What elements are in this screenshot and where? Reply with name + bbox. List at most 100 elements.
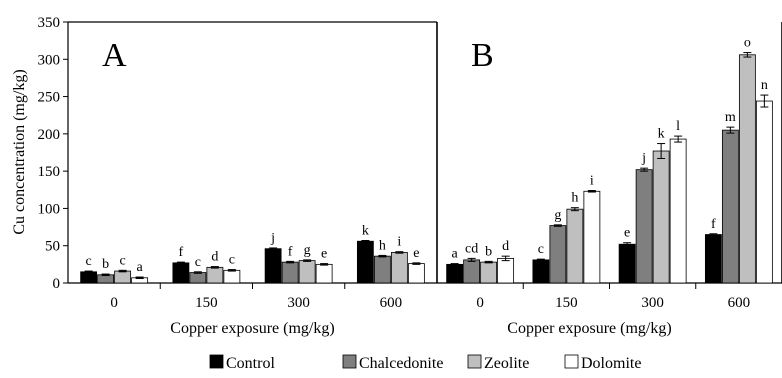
y-tick-label: 300	[38, 52, 61, 68]
y-axis: 0 50 100 150 200 250 300 350	[38, 15, 69, 292]
significance-letter: i	[590, 174, 594, 189]
x-tick-label: 600	[728, 295, 751, 311]
bar-control	[618, 243, 636, 284]
bar-dolomite	[669, 138, 687, 284]
bar-zeolite	[652, 150, 670, 284]
significance-letter: e	[624, 226, 630, 241]
significance-letter: c	[86, 254, 92, 269]
bar-dolomite	[315, 263, 333, 284]
legend-label: Chalcedonite	[359, 355, 443, 372]
x-tick-label: 0	[476, 295, 484, 311]
significance-letter: o	[744, 36, 751, 51]
significance-letter: j	[641, 151, 646, 166]
significance-letter: a	[452, 247, 459, 262]
legend-item-chalcedonite: Chalcedonite	[342, 354, 443, 372]
significance-letter: f	[288, 244, 293, 259]
significance-letter: f	[711, 217, 716, 232]
significance-letter: cd	[465, 241, 478, 256]
bar-chalcedonite	[281, 261, 299, 284]
legend-swatch	[342, 354, 357, 369]
x-axis-label: Copper exposure (mg/kg)	[507, 320, 671, 337]
bar-control	[356, 240, 374, 284]
bar-zeolite	[390, 252, 408, 284]
significance-letter: a	[137, 260, 144, 275]
bar-dolomite	[497, 257, 515, 284]
bar-dolomite	[407, 263, 425, 284]
y-tick-label: 200	[38, 127, 61, 143]
legend-swatch	[209, 354, 224, 369]
significance-letter: e	[413, 246, 419, 261]
significance-letter: e	[321, 247, 327, 262]
bar-chalcedonite	[463, 259, 481, 284]
significance-letter: g	[304, 243, 311, 258]
bar-chalcedonite	[635, 169, 653, 284]
bar-control	[704, 234, 722, 284]
bar-zeolite	[480, 261, 498, 284]
significance-letter: d	[211, 250, 218, 265]
significance-letter: b	[485, 244, 492, 259]
panel-b: B 0 a cd b d 150 c ghi 300 e jk l 600 f m o n Copper expos…	[437, 22, 782, 337]
significance-letter: k	[362, 223, 369, 238]
significance-letter: c	[120, 253, 126, 268]
x-axis-label: Copper exposure (mg/kg)	[170, 320, 334, 337]
bar-dolomite	[583, 190, 601, 284]
bar-dolomite	[223, 269, 241, 284]
significance-letter: k	[658, 127, 665, 142]
legend-label: Zeolite	[484, 355, 529, 372]
bar-zeolite	[206, 266, 224, 284]
significance-letter: f	[179, 245, 184, 260]
legend-item-control: Control	[209, 354, 275, 372]
legend: Control Chalcedonite Zeolite Dolomite	[209, 354, 641, 372]
significance-letter: l	[676, 119, 680, 134]
legend-swatch	[564, 354, 579, 369]
x-tick-label: 600	[380, 295, 403, 311]
bar-chalcedonite	[373, 255, 391, 284]
bar-zeolite	[298, 260, 316, 284]
legend-item-zeolite: Zeolite	[467, 354, 529, 372]
significance-letter: c	[229, 253, 235, 268]
legend-label: Dolomite	[581, 355, 641, 372]
legend-swatch	[467, 354, 482, 369]
significance-letter: g	[554, 208, 561, 223]
x-tick-label: 0	[110, 295, 118, 311]
significance-letter: c	[538, 242, 544, 257]
bar-control	[172, 262, 190, 284]
significance-letter: d	[502, 239, 509, 254]
bar-zeolite	[566, 208, 584, 284]
bar-control	[264, 248, 282, 284]
y-tick-label: 50	[45, 239, 60, 255]
bar-zeolite	[738, 54, 756, 284]
x-tick-label: 300	[641, 295, 664, 311]
significance-letter: c	[195, 255, 201, 270]
significance-letter: m	[725, 110, 736, 125]
bar-chalcedonite	[189, 272, 207, 284]
significance-letter: n	[761, 78, 768, 93]
significance-letter: j	[270, 231, 275, 246]
panel-label: A	[102, 37, 127, 74]
legend-label: Control	[226, 355, 275, 372]
y-tick-label: 0	[53, 276, 61, 292]
y-axis-label: Cu concentration (mg/kg)	[11, 69, 28, 234]
x-tick-label: 150	[555, 295, 578, 311]
y-tick-label: 150	[38, 164, 61, 180]
legend-item-dolomite: Dolomite	[564, 354, 641, 372]
y-tick-label: 350	[38, 15, 61, 31]
bar-control	[446, 263, 464, 284]
y-tick-label: 100	[38, 201, 61, 217]
bar-chalcedonite	[721, 129, 739, 284]
significance-letter: h	[379, 238, 386, 253]
y-tick-label: 250	[38, 90, 61, 106]
significance-letter: h	[571, 191, 578, 206]
bar-control	[80, 271, 98, 284]
panel-label: B	[471, 37, 494, 74]
bar-chalcedonite	[549, 225, 567, 284]
x-tick-label: 300	[287, 295, 310, 311]
significance-letter: i	[397, 235, 401, 250]
bar-zeolite	[114, 270, 132, 284]
significance-letter: b	[102, 257, 109, 272]
bar-control	[532, 259, 550, 284]
x-tick-label: 150	[195, 295, 218, 311]
